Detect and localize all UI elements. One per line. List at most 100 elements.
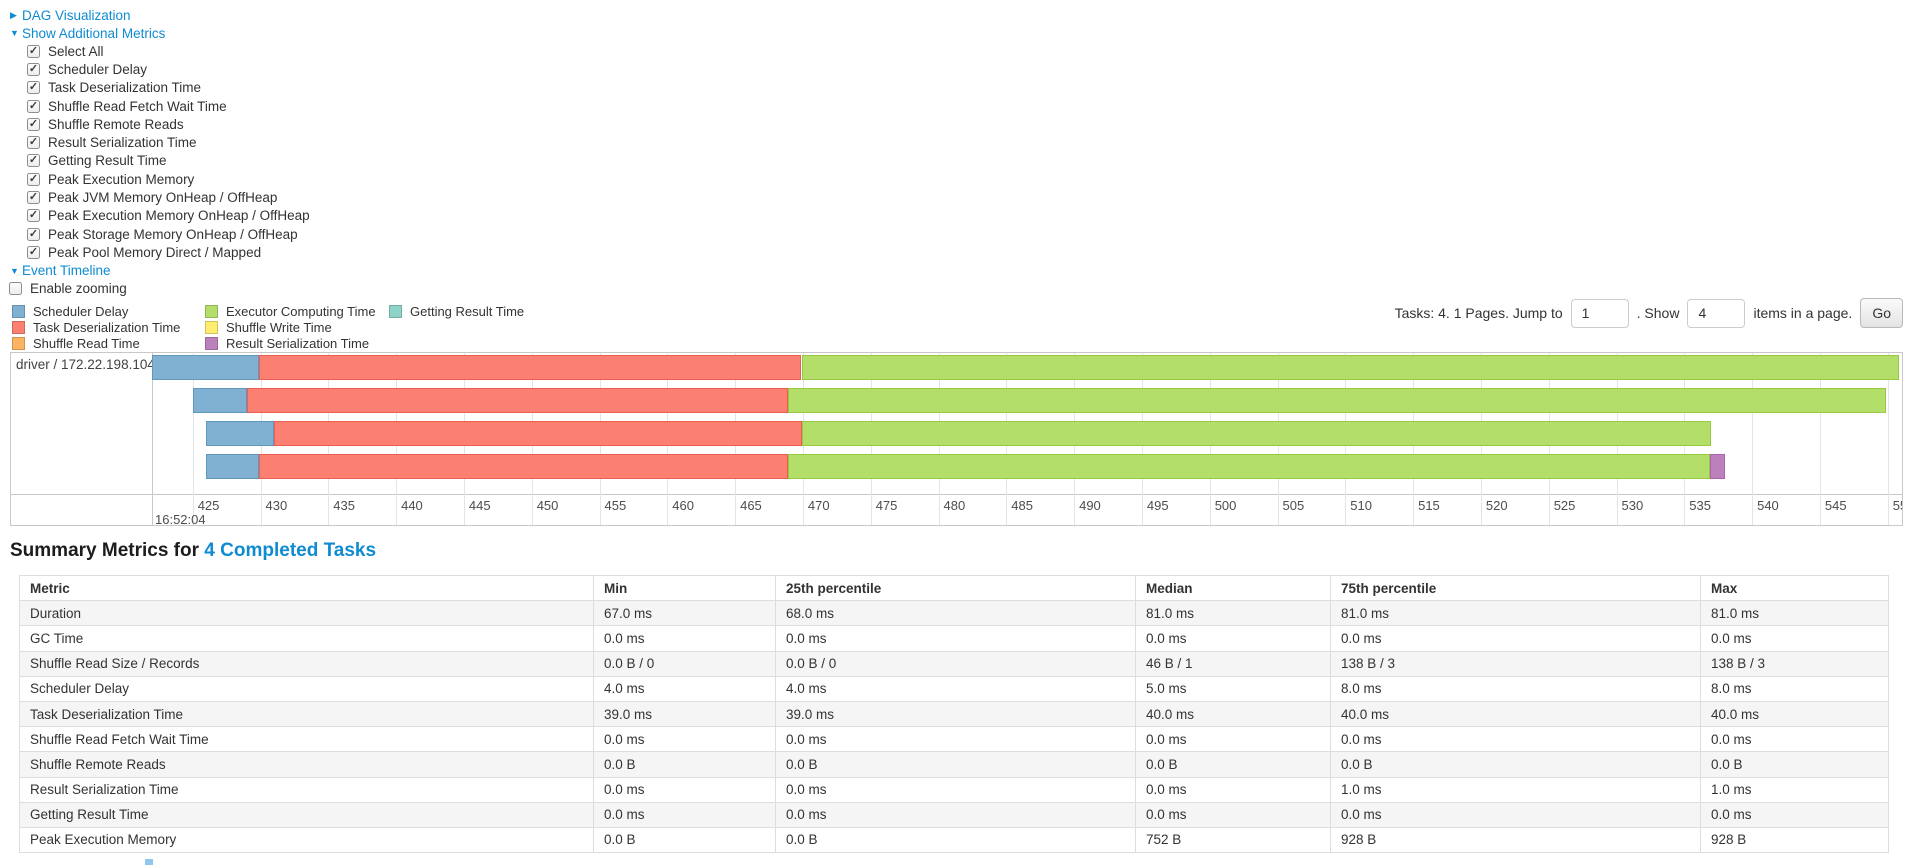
- timeline-gridline: [1887, 353, 1889, 525]
- checked-checkbox[interactable]: ✓: [27, 154, 40, 168]
- legend-label: Getting Result Time: [410, 303, 525, 319]
- task-bar-segment-scheduler_delay[interactable]: [192, 388, 247, 413]
- metric-checkbox-row[interactable]: ✓ Shuffle Read Fetch Wait Time: [0, 97, 310, 115]
- task-bar-segment-task_deserialization[interactable]: [246, 388, 788, 413]
- executor_computing-swatch-icon: [205, 304, 218, 318]
- metric-value-cell: 0.0 B: [1700, 751, 1889, 778]
- table-header-cell: 75th percentile: [1330, 574, 1701, 602]
- getting_result-swatch-icon: [389, 304, 402, 318]
- event-timeline-label: Event Timeline: [22, 263, 111, 279]
- metric-checkbox-label: Peak Pool Memory Direct / Mapped: [48, 244, 262, 260]
- metric-name-cell: Result Serialization Time: [19, 776, 594, 803]
- task-bar-segment-scheduler_delay[interactable]: [206, 421, 274, 446]
- enable-zooming-checkbox-row[interactable]: Enable zooming: [0, 280, 310, 298]
- table-row: Shuffle Remote Reads 0.0 B 0.0 B 0.0 B 0.0 B…: [19, 751, 1889, 778]
- metric-checkbox-label: Shuffle Remote Reads: [48, 116, 184, 132]
- enable-zooming-checkbox[interactable]: [9, 282, 22, 296]
- task-bar-segment-executor_computing[interactable]: [801, 355, 1899, 380]
- metric-checkbox-row[interactable]: ✓ Select All: [0, 42, 310, 60]
- timeline-tick-label: 510: [1350, 498, 1372, 513]
- metric-value-cell: 46 B / 1: [1135, 650, 1331, 677]
- metric-checkbox-label: Shuffle Read Fetch Wait Time: [48, 98, 227, 114]
- timeline-tick-label: 550: [1892, 498, 1902, 513]
- checked-checkbox[interactable]: ✓: [27, 191, 40, 205]
- legend-item-executor_computing: Executor Computing Time: [205, 303, 376, 319]
- metric-value-cell: 1.0 ms: [1330, 776, 1701, 803]
- checked-checkbox[interactable]: ✓: [27, 245, 40, 259]
- timeline-tick-label: 495: [1146, 498, 1169, 513]
- table-header-cell: Metric: [19, 574, 594, 602]
- metric-value-cell: 0.0 ms: [1135, 726, 1331, 753]
- metric-value-cell: 0.0 ms: [1700, 801, 1889, 828]
- checked-checkbox[interactable]: ✓: [27, 44, 40, 58]
- completed-tasks-link[interactable]: 4 Completed Tasks: [204, 540, 377, 561]
- legend-column: Executor Computing Time Shuffle Write Tim…: [205, 303, 376, 352]
- metric-name-cell: Duration: [19, 600, 594, 627]
- metric-value-cell: 0.0 B: [593, 751, 776, 778]
- go-button[interactable]: Go: [1860, 298, 1903, 328]
- metric-checkbox-row[interactable]: ✓ Scheduler Delay: [0, 60, 310, 78]
- metric-checkbox-label: Peak Execution Memory: [48, 171, 195, 187]
- metric-checkbox-row[interactable]: ✓ Peak Execution Memory: [0, 170, 310, 188]
- checked-checkbox[interactable]: ✓: [27, 136, 40, 150]
- task-bar-segment-task_deserialization[interactable]: [274, 421, 802, 446]
- metric-checkbox-row[interactable]: ✓ Shuffle Remote Reads: [0, 115, 310, 133]
- metric-value-cell: 0.0 ms: [1330, 726, 1701, 753]
- metric-value-cell: 0.0 B / 0: [775, 650, 1136, 677]
- tasks-count-text: Tasks: 4. 1 Pages. Jump to: [1394, 305, 1563, 321]
- timeline-tick-label: 530: [1621, 498, 1644, 513]
- event-timeline-chart[interactable]: driver / 172.22.198.104 425 430 435 440 445 4…: [10, 352, 1903, 526]
- items-in-page-text: items in a page.: [1753, 305, 1853, 321]
- metric-value-cell: 0.0 ms: [775, 625, 1136, 652]
- metric-value-cell: 4.0 ms: [775, 675, 1136, 702]
- task-bar-segment-executor_computing[interactable]: [788, 454, 1711, 479]
- items-per-page-input[interactable]: [1687, 298, 1746, 328]
- additional-metrics-checkbox-list: ✓ Select All ✓ Scheduler Delay ✓ Task Deseria…: [0, 42, 310, 262]
- metric-checkbox-row[interactable]: ✓ Task Deserialization Time: [0, 79, 310, 97]
- dag-visualization-label: DAG Visualization: [22, 7, 131, 23]
- metric-checkbox-row[interactable]: ✓ Peak Storage Memory OnHeap / OffHeap: [0, 225, 310, 243]
- timeline-gridline: [1819, 353, 1821, 525]
- metric-checkbox-row[interactable]: ✓ Peak JVM Memory OnHeap / OffHeap: [0, 188, 310, 206]
- timeline-group-label: driver / 172.22.198.104: [16, 357, 155, 372]
- timeline-tick-label: 545: [1824, 498, 1847, 513]
- metric-checkbox-row[interactable]: ✓ Getting Result Time: [0, 152, 310, 170]
- metric-value-cell: 68.0 ms: [775, 600, 1136, 627]
- dag-visualization-toggle[interactable]: ▶ DAG Visualization: [0, 6, 310, 24]
- checked-checkbox[interactable]: ✓: [27, 209, 40, 223]
- timeline-tick-label: 480: [943, 498, 966, 513]
- metric-checkbox-row[interactable]: ✓ Peak Execution Memory OnHeap / OffHeap: [0, 207, 310, 225]
- show-additional-metrics-toggle[interactable]: ▼ Show Additional Metrics: [0, 24, 310, 42]
- metric-value-cell: 8.0 ms: [1330, 675, 1701, 702]
- task-bar-segment-task_deserialization[interactable]: [259, 454, 788, 479]
- task-bar-segment-result_serialization[interactable]: [1710, 454, 1725, 479]
- metric-name-cell: GC Time: [19, 625, 594, 652]
- event-timeline-toggle[interactable]: ▼ Event Timeline: [0, 262, 310, 280]
- table-row: Shuffle Read Fetch Wait Time 0.0 ms 0.0 ms…: [19, 726, 1889, 753]
- stage-controls: ▶ DAG Visualization ▼ Show Additional Me…: [0, 0, 310, 298]
- metric-value-cell: 5.0 ms: [1135, 675, 1331, 702]
- metric-value-cell: 81.0 ms: [1330, 600, 1701, 627]
- checked-checkbox[interactable]: ✓: [27, 172, 40, 186]
- checked-checkbox[interactable]: ✓: [27, 81, 40, 95]
- jump-to-page-input[interactable]: [1570, 298, 1629, 328]
- checked-checkbox[interactable]: ✓: [27, 62, 40, 76]
- metric-value-cell: 1.0 ms: [1700, 776, 1889, 803]
- metric-checkbox-row[interactable]: ✓ Result Serialization Time: [0, 133, 310, 151]
- task-bar-segment-executor_computing[interactable]: [801, 421, 1712, 446]
- checked-checkbox[interactable]: ✓: [27, 117, 40, 131]
- timeline-tick-label: 485: [1011, 498, 1033, 513]
- metric-checkbox-label: Peak Storage Memory OnHeap / OffHeap: [48, 226, 298, 242]
- task-bar-segment-executor_computing[interactable]: [788, 388, 1887, 413]
- timeline-tick-label: 535: [1689, 498, 1711, 513]
- metric-value-cell: 0.0 ms: [1700, 726, 1889, 753]
- checked-checkbox[interactable]: ✓: [27, 99, 40, 113]
- metric-value-cell: 40.0 ms: [1135, 700, 1331, 728]
- checked-checkbox[interactable]: ✓: [27, 227, 40, 241]
- metric-checkbox-row[interactable]: ✓ Peak Pool Memory Direct / Mapped: [0, 243, 310, 261]
- timeline-tick-label: 475: [875, 498, 898, 513]
- timeline-tick-label: 500: [1214, 498, 1237, 513]
- task-bar-segment-scheduler_delay[interactable]: [152, 355, 260, 380]
- task-bar-segment-scheduler_delay[interactable]: [206, 454, 260, 479]
- task-bar-segment-task_deserialization[interactable]: [259, 355, 802, 380]
